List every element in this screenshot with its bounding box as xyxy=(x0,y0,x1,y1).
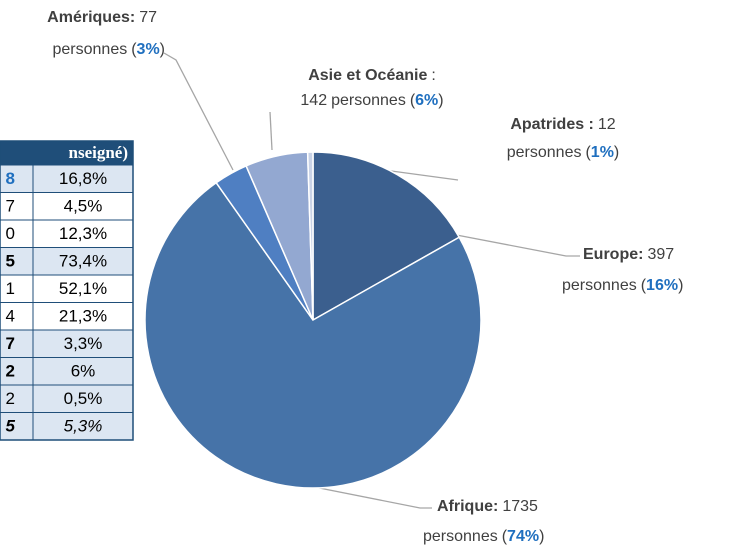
leader-line xyxy=(269,111,273,151)
table-cell: 5 xyxy=(6,252,15,271)
leader-line xyxy=(383,169,459,181)
label-unit: personnes xyxy=(562,277,637,294)
table-row-bg xyxy=(0,329,134,358)
table-cell: 4 xyxy=(6,307,15,326)
table-cell: 21,3% xyxy=(59,307,107,326)
label-value: 397 xyxy=(647,246,674,263)
slice-label: Europe: 397 xyxy=(583,246,674,263)
table-cell: 0,5% xyxy=(64,389,103,408)
label-close: ) xyxy=(438,92,443,109)
label-name-suffix: : xyxy=(431,67,435,84)
table-cell: 12,3% xyxy=(59,224,107,243)
table-cell: 0 xyxy=(6,224,15,243)
label-unit: personnes xyxy=(53,41,128,58)
label-name: Asie et Océanie xyxy=(308,67,427,84)
label-unit: personnes xyxy=(331,92,406,109)
label-percent: 3% xyxy=(137,41,160,58)
table-header: nseigné) xyxy=(69,143,129,162)
slice-label: Apatrides :12 xyxy=(510,116,615,133)
table-row-bg xyxy=(0,357,134,386)
label-percent: 6% xyxy=(415,92,438,109)
table-cell: 6% xyxy=(71,362,96,381)
table-cell: 5 xyxy=(6,417,16,436)
label-name: Apatrides : xyxy=(510,116,594,133)
label-value: 77 xyxy=(139,9,157,26)
table: nseigné) 8 16,8% 7 4,5% 0 12,3% 5 73,4% 1 52,1% 4 21… xyxy=(0,140,134,441)
label-open: ( xyxy=(131,41,137,58)
label-close: ) xyxy=(539,528,544,545)
slice-label: Asie et Océanie: xyxy=(308,67,436,84)
slice-label: 142 personnes (6%) xyxy=(300,92,443,109)
table-row-bg xyxy=(0,412,134,441)
slice-label: personnes (16%) xyxy=(562,277,683,294)
table-row-bg xyxy=(0,302,134,331)
label-open: ( xyxy=(585,144,591,161)
table-row-bg xyxy=(0,164,134,193)
label-close: ) xyxy=(160,41,165,58)
table-cell: 16,8% xyxy=(59,169,107,188)
label-name: Amériques: xyxy=(47,9,135,26)
pie-slice xyxy=(144,181,482,489)
slice-label: Amériques: 77 xyxy=(47,9,157,26)
table-border xyxy=(0,140,134,441)
table-cell: 4,5% xyxy=(64,197,103,216)
leader-line xyxy=(445,232,580,257)
slice-label: Afrique: 1735 xyxy=(437,498,538,515)
slice-label: personnes (74%) xyxy=(423,528,544,545)
slice-label: personnes (1%) xyxy=(507,144,620,161)
label-value: 12 xyxy=(598,116,616,133)
table-cell: 3,3% xyxy=(64,334,103,353)
pie-slice xyxy=(312,151,461,322)
pie-slice xyxy=(306,151,314,321)
label-name: Afrique: xyxy=(437,498,498,515)
slice-label: personnes (3%) xyxy=(53,41,166,58)
table-cell: 8 xyxy=(6,169,15,188)
label-percent: 1% xyxy=(591,144,614,161)
table-cell: 2 xyxy=(6,362,15,381)
label-percent: 16% xyxy=(646,277,678,294)
label-open: ( xyxy=(641,277,647,294)
label-open: ( xyxy=(502,528,508,545)
label-name: Europe: xyxy=(583,246,643,263)
label-unit: personnes xyxy=(507,144,582,161)
label-percent: 74% xyxy=(507,528,539,545)
table-cell: 52,1% xyxy=(59,279,107,298)
label-close: ) xyxy=(614,144,619,161)
table-cell: 2 xyxy=(6,389,15,408)
table-header-bg xyxy=(0,141,133,165)
label-value: 1735 xyxy=(502,498,538,515)
leader-line xyxy=(283,480,432,509)
table-cell: 1 xyxy=(6,279,15,298)
table-cell: 73,4% xyxy=(59,252,107,271)
leader-line xyxy=(163,52,234,171)
table-cell: 5,3% xyxy=(64,417,103,436)
table-cell: 7 xyxy=(6,197,15,216)
label-open: ( xyxy=(410,92,416,109)
table-row-bg xyxy=(0,219,134,248)
label-value: 142 xyxy=(300,92,327,109)
label-unit: personnes xyxy=(423,528,498,545)
table-cell: 7 xyxy=(6,334,15,353)
label-close: ) xyxy=(678,277,683,294)
